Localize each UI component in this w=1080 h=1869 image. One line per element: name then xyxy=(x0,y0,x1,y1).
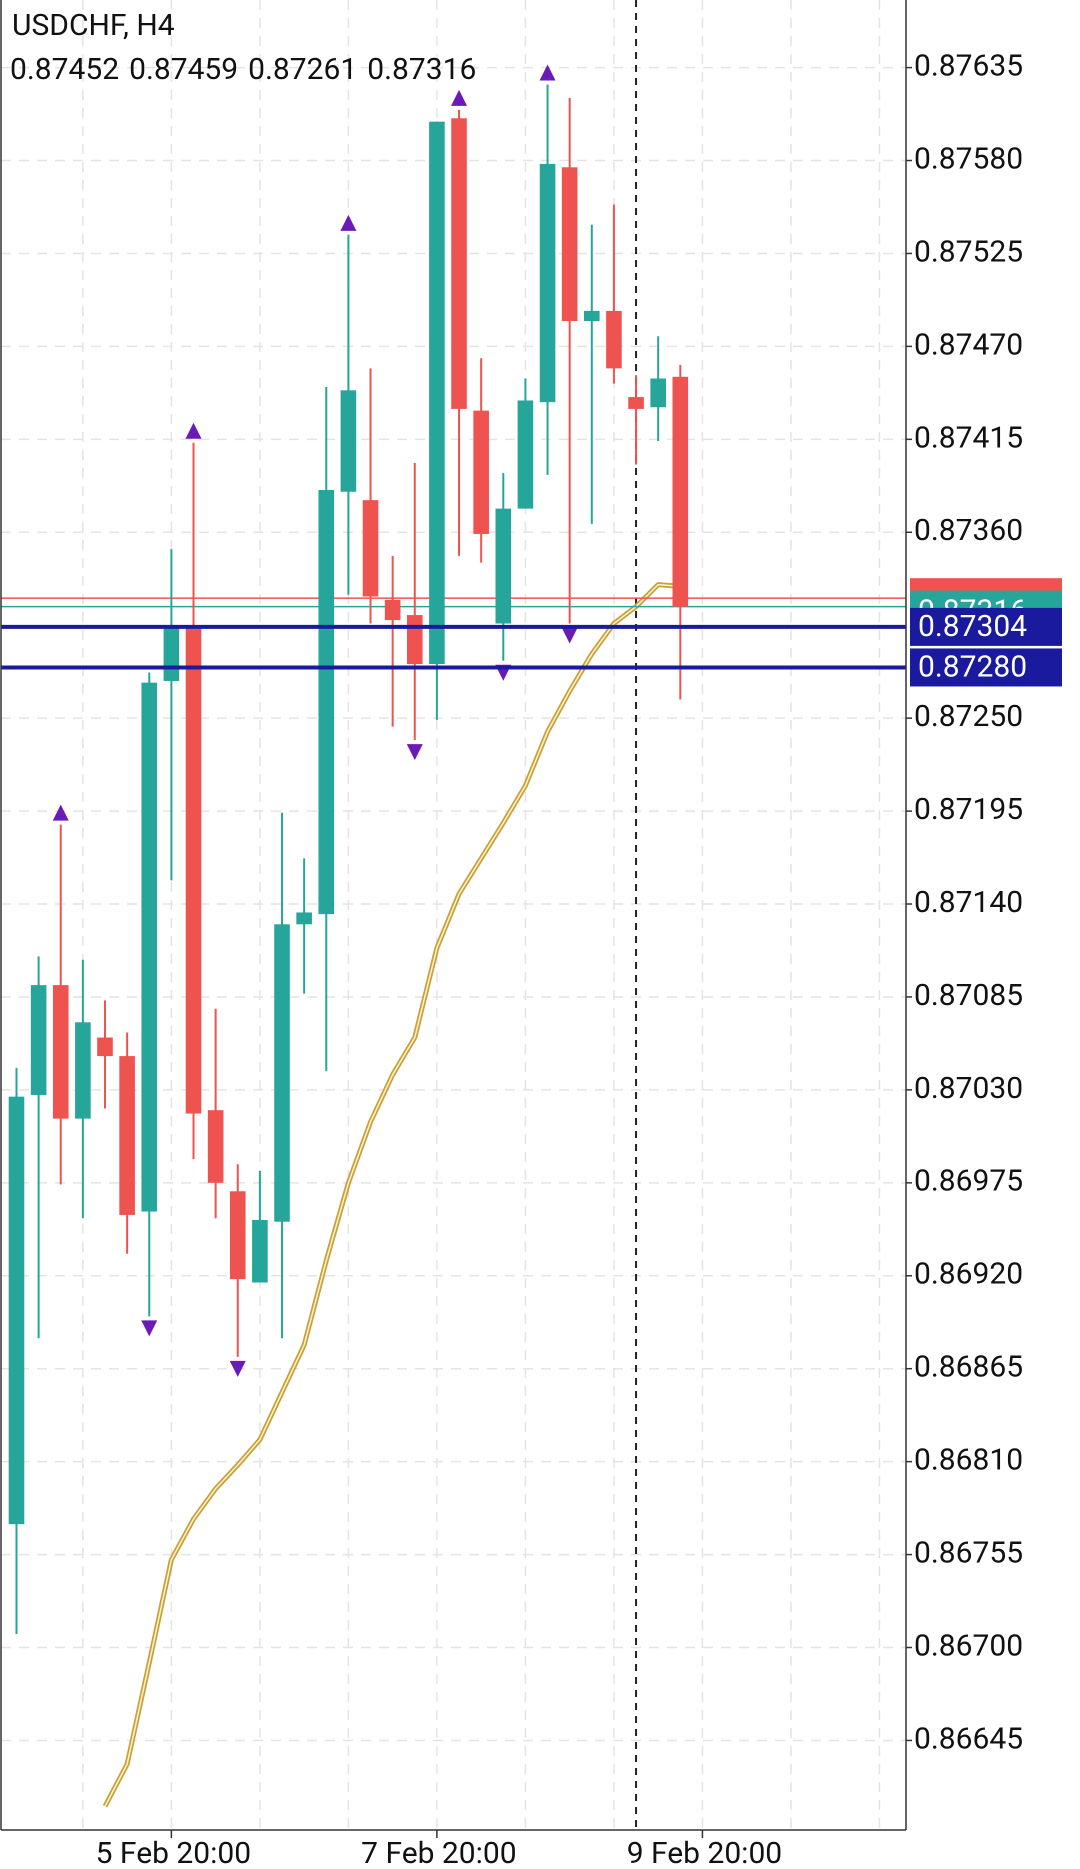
candle-body xyxy=(340,390,357,492)
candle-body xyxy=(429,121,445,665)
candle-body xyxy=(141,682,158,1212)
candle-body xyxy=(296,912,312,925)
fractal-down xyxy=(406,744,423,761)
high-value: 0.87459 xyxy=(129,52,238,87)
fractal-up xyxy=(52,804,69,821)
candle-body xyxy=(163,626,180,681)
x-tick-label: 5 Feb 20:00 xyxy=(96,1836,251,1869)
fractal-down xyxy=(561,627,578,644)
ohlc-header: 0.87452 0.87459 0.87261 0.87316 xyxy=(10,52,476,87)
candle-body xyxy=(229,1191,246,1280)
y-tick-label: 0.87470 xyxy=(914,327,1023,362)
candle-body xyxy=(362,500,379,597)
y-tick-label: 0.86920 xyxy=(914,1257,1023,1292)
candle-body xyxy=(30,985,47,1095)
candle-body xyxy=(274,924,290,1222)
fractal-up xyxy=(340,214,357,231)
candle-body xyxy=(252,1220,268,1283)
candle-body xyxy=(97,1037,113,1057)
y-tick-label: 0.87140 xyxy=(914,885,1023,920)
candle-body xyxy=(185,628,202,1114)
candle-body xyxy=(606,310,622,369)
fractal-down xyxy=(229,1360,246,1377)
y-tick-label: 0.86645 xyxy=(914,1721,1023,1756)
candle-body xyxy=(473,410,489,534)
candle-body xyxy=(207,1110,224,1183)
y-tick-label: 0.86865 xyxy=(914,1350,1023,1385)
candle-body xyxy=(561,167,578,322)
y-tick-label: 0.87635 xyxy=(914,49,1023,84)
y-tick-label: 0.87030 xyxy=(914,1071,1023,1106)
x-tick-label: 7 Feb 20:00 xyxy=(361,1836,516,1869)
candle-body xyxy=(451,118,467,409)
candle-body xyxy=(650,378,666,408)
candle-body xyxy=(495,508,512,624)
open-value: 0.87452 xyxy=(10,52,119,87)
plot-layer xyxy=(0,0,912,1838)
candle-body xyxy=(539,163,556,403)
candle-body xyxy=(517,400,534,509)
fractal-up xyxy=(539,64,556,81)
fractal-up xyxy=(451,89,468,106)
candle-body xyxy=(75,1022,91,1119)
y-tick-label: 0.87360 xyxy=(914,513,1023,548)
level-label: 0.87280 xyxy=(918,649,1027,684)
chart-title: USDCHF, H4 xyxy=(12,8,175,43)
level-label-box xyxy=(910,607,1062,646)
y-tick-label: 0.87195 xyxy=(914,792,1023,827)
close-value: 0.87316 xyxy=(367,52,476,87)
fractal-down xyxy=(141,1320,158,1337)
y-tick-label: 0.87415 xyxy=(914,420,1023,455)
y-tick-label: 0.87250 xyxy=(914,699,1023,734)
candle-body xyxy=(406,615,423,665)
x-tick-label: 9 Feb 20:00 xyxy=(627,1836,782,1869)
low-value: 0.87261 xyxy=(248,52,357,87)
y-tick-label: 0.87580 xyxy=(914,141,1023,176)
candle-body xyxy=(672,376,689,607)
level-label: 0.87304 xyxy=(918,609,1027,644)
y-tick-label: 0.86810 xyxy=(914,1443,1023,1478)
level-label-box xyxy=(910,648,1062,687)
y-tick-label: 0.86975 xyxy=(914,1164,1023,1199)
candle-body xyxy=(384,599,401,621)
candle-body xyxy=(628,397,644,409)
candle-body xyxy=(52,985,69,1119)
y-tick-label: 0.87525 xyxy=(914,234,1023,269)
y-tick-label: 0.86755 xyxy=(914,1535,1023,1570)
candle-body xyxy=(8,1096,25,1525)
y-tick-label: 0.86700 xyxy=(914,1628,1023,1663)
y-tick-label: 0.87085 xyxy=(914,978,1023,1013)
fractal-up xyxy=(185,422,202,439)
candle-body xyxy=(318,490,335,915)
candle-body xyxy=(583,310,600,322)
candle-body xyxy=(119,1056,135,1215)
